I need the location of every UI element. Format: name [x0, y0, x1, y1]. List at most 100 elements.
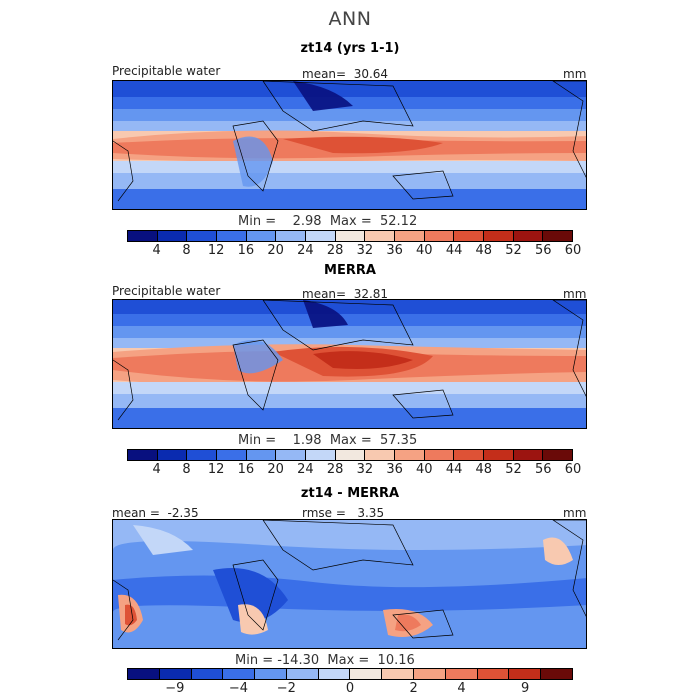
colorbar-tick: 12	[207, 462, 225, 477]
colorbar-swatch	[484, 231, 514, 241]
colorbar-tick: −9	[165, 681, 185, 696]
colorbar-tick: 48	[475, 243, 493, 258]
colorbar-swatch	[157, 450, 188, 460]
colorbar-swatch	[246, 450, 277, 460]
colorbar-swatch	[543, 450, 573, 460]
colorbar-tick: 28	[326, 243, 344, 258]
panel-1-variable-label: Precipitable water	[112, 64, 221, 78]
main-title: ANN	[328, 8, 372, 30]
colorbar-swatch	[187, 450, 218, 460]
colorbar-swatch	[306, 450, 336, 460]
panel-3-map	[112, 519, 587, 649]
colorbar-tick: 2	[409, 681, 418, 696]
colorbar-swatch	[276, 231, 307, 241]
colorbar-swatch	[187, 231, 218, 241]
panel-1-colorbar	[127, 230, 573, 242]
colorbar-tick: 36	[386, 243, 403, 258]
colorbar-swatch	[513, 450, 544, 460]
panel-2-min-max: Min = 1.98 Max = 57.35	[238, 433, 418, 448]
colorbar-tick: 40	[416, 462, 433, 477]
colorbar-tick: 56	[535, 243, 552, 258]
colorbar-swatch	[454, 450, 485, 460]
colorbar-swatch	[255, 669, 287, 679]
colorbar-tick: 4	[152, 462, 161, 477]
colorbar-swatch	[318, 669, 351, 679]
colorbar-swatch	[454, 231, 485, 241]
colorbar-tick: 44	[445, 243, 463, 258]
colorbar-swatch	[128, 669, 160, 679]
panel-1-title: zt14 (yrs 1-1)	[300, 41, 400, 56]
panel-2-unit-label: mm	[563, 287, 587, 301]
colorbar-swatch	[286, 669, 319, 679]
colorbar-swatch	[217, 450, 247, 460]
colorbar-swatch	[477, 669, 510, 679]
colorbar-tick: 4	[152, 243, 161, 258]
colorbar-swatch	[484, 450, 514, 460]
colorbar-swatch	[191, 669, 224, 679]
colorbar-tick: 36	[386, 462, 403, 477]
colorbar-swatch	[350, 669, 383, 679]
panel-2-colorbar	[127, 449, 573, 461]
colorbar-swatch	[513, 231, 544, 241]
colorbar-swatch	[543, 231, 573, 241]
colorbar-tick: 16	[237, 243, 255, 258]
panel-1-unit-label: mm	[563, 67, 587, 81]
colorbar-swatch	[382, 669, 415, 679]
panel-2-map-field	[113, 300, 586, 428]
colorbar-tick: 0	[345, 681, 355, 696]
colorbar-tick: 12	[207, 243, 225, 258]
colorbar-swatch	[395, 231, 425, 241]
colorbar-tick: 24	[297, 243, 314, 258]
colorbar-tick: 52	[505, 462, 522, 477]
colorbar-tick: 52	[505, 243, 522, 258]
panel-2-variable-label: Precipitable water	[112, 284, 221, 298]
colorbar-swatch	[365, 231, 396, 241]
colorbar-swatch	[128, 231, 158, 241]
colorbar-swatch	[395, 450, 425, 460]
colorbar-tick: 32	[356, 462, 374, 477]
panel-3-title: zt14 - MERRA	[300, 486, 400, 501]
colorbar-tick: 8	[182, 462, 191, 477]
colorbar-swatch	[445, 669, 478, 679]
colorbar-swatch	[157, 231, 188, 241]
colorbar-tick: 56	[535, 462, 552, 477]
colorbar-swatch	[306, 231, 336, 241]
colorbar-swatch	[217, 231, 247, 241]
panel-3-colorbar-ticks: −9 −4 −2 0 2 4 9	[127, 681, 573, 697]
colorbar-swatch	[223, 669, 256, 679]
colorbar-tick: 48	[475, 462, 493, 477]
colorbar-swatch	[335, 450, 366, 460]
colorbar-tick: 20	[267, 462, 284, 477]
colorbar-swatch	[424, 450, 455, 460]
colorbar-tick: 4	[457, 681, 466, 696]
colorbar-tick: 9	[521, 681, 530, 696]
panel-2-mean-label: mean= 32.81	[302, 287, 389, 301]
panel-2-map	[112, 299, 587, 429]
colorbar-tick: 60	[564, 243, 582, 258]
colorbar-tick: 40	[416, 243, 433, 258]
colorbar-swatch	[335, 231, 366, 241]
panel-3-min-max: Min = -14.30 Max = 10.16	[235, 653, 415, 668]
colorbar-swatch	[128, 450, 158, 460]
panel-3-unit-label: mm	[563, 506, 587, 520]
colorbar-tick: 60	[564, 462, 582, 477]
colorbar-swatch	[159, 669, 192, 679]
panel-1-mean-label: mean= 30.64	[302, 67, 389, 81]
colorbar-tick: 24	[297, 462, 314, 477]
colorbar-tick: 16	[237, 462, 255, 477]
colorbar-swatch	[541, 669, 572, 679]
colorbar-tick: 28	[326, 462, 344, 477]
panel-3-rmse-label: rmse = 3.35	[302, 506, 385, 520]
colorbar-tick: −2	[276, 681, 296, 696]
colorbar-tick: 32	[356, 243, 374, 258]
panel-3-map-field	[113, 520, 586, 648]
panel-2-colorbar-ticks: 4 8 12 16 20 24 28 32 36 40 44 48 52 56 …	[127, 462, 582, 478]
colorbar-swatch	[509, 669, 542, 679]
colorbar-swatch	[414, 669, 446, 679]
panel-3-mean-label: mean = -2.35	[112, 506, 199, 520]
colorbar-tick: 44	[445, 462, 463, 477]
panel-1-min-max: Min = 2.98 Max = 52.12	[238, 214, 418, 229]
panel-3-colorbar	[127, 668, 573, 680]
panel-2-title: MERRA	[324, 263, 376, 278]
colorbar-swatch	[365, 450, 396, 460]
